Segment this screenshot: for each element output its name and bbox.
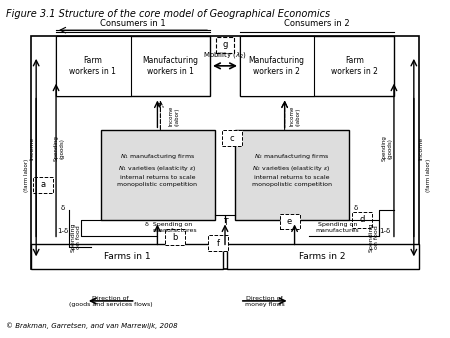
FancyBboxPatch shape [222, 130, 242, 146]
FancyBboxPatch shape [279, 214, 300, 230]
Text: Mobility ($\lambda_2$): Mobility ($\lambda_2$) [203, 50, 247, 60]
Text: (farm labor): (farm labor) [24, 158, 29, 192]
Text: Spending on
manufactures: Spending on manufactures [315, 222, 359, 233]
FancyBboxPatch shape [33, 177, 53, 193]
Text: Spending
on food: Spending on food [71, 223, 81, 252]
Text: Farm
workers in 2: Farm workers in 2 [331, 56, 378, 76]
Text: Farm
workers in 1: Farm workers in 1 [69, 56, 116, 76]
FancyBboxPatch shape [56, 36, 130, 96]
Text: Consumers in 1: Consumers in 1 [100, 19, 166, 28]
Text: (farm labor): (farm labor) [426, 158, 431, 192]
Text: $N_2$ manufacturing firms
$N_2$ varieties (elasticity $\varepsilon$)
internal re: $N_2$ manufacturing firms $N_2$ varietie… [252, 152, 332, 188]
Text: δ: δ [354, 205, 358, 211]
Text: e: e [287, 217, 292, 226]
Text: Spending
(goods): Spending (goods) [54, 135, 64, 161]
Text: Income: Income [419, 137, 424, 160]
Text: 1-δ: 1-δ [379, 228, 391, 235]
FancyBboxPatch shape [31, 36, 419, 269]
Text: δ  Spending on
    manufactures: δ Spending on manufactures [145, 222, 197, 233]
Text: Spending
(goods): Spending (goods) [382, 135, 392, 161]
FancyBboxPatch shape [227, 244, 419, 269]
Text: 1-δ: 1-δ [58, 228, 69, 235]
Text: c: c [230, 134, 234, 143]
Text: Income
(labor): Income (labor) [290, 105, 301, 126]
Text: Direction of
money flows: Direction of money flows [245, 296, 285, 307]
Text: Spending
on food: Spending on food [369, 223, 379, 252]
Text: Income: Income [29, 137, 34, 160]
Text: g: g [222, 40, 228, 49]
FancyBboxPatch shape [56, 36, 210, 96]
FancyBboxPatch shape [165, 230, 185, 245]
FancyBboxPatch shape [216, 37, 234, 53]
Text: Farms in 1: Farms in 1 [104, 252, 151, 261]
Text: Manufacturing
workers in 1: Manufacturing workers in 1 [142, 56, 198, 76]
FancyBboxPatch shape [208, 236, 228, 251]
Text: Consumers in 2: Consumers in 2 [284, 19, 349, 28]
Text: Income
(labor): Income (labor) [168, 105, 179, 126]
FancyBboxPatch shape [235, 130, 349, 220]
Text: f: f [216, 239, 220, 248]
Text: T: T [224, 218, 228, 227]
Text: a: a [40, 180, 46, 189]
Text: δ: δ [61, 205, 65, 211]
Text: $N_1$ manufacturing firms
$N_1$ varieties (elasticity $\varepsilon$)
internal re: $N_1$ manufacturing firms $N_1$ varietie… [117, 152, 198, 188]
Text: Figure 3.1 Structure of the core model of Geographical Economics: Figure 3.1 Structure of the core model o… [6, 9, 330, 19]
FancyBboxPatch shape [240, 36, 394, 96]
FancyBboxPatch shape [240, 36, 315, 96]
FancyBboxPatch shape [31, 244, 223, 269]
FancyBboxPatch shape [352, 212, 372, 227]
FancyBboxPatch shape [101, 130, 215, 220]
Text: Direction of
(goods and services flows): Direction of (goods and services flows) [69, 296, 153, 307]
Text: b: b [173, 233, 178, 242]
Text: d: d [360, 215, 365, 224]
Text: Farms in 2: Farms in 2 [299, 252, 346, 261]
Text: © Brakman, Garretsen, and van Marrewijk, 2008: © Brakman, Garretsen, and van Marrewijk,… [6, 322, 178, 329]
Text: Manufacturing
workers in 2: Manufacturing workers in 2 [249, 56, 305, 76]
